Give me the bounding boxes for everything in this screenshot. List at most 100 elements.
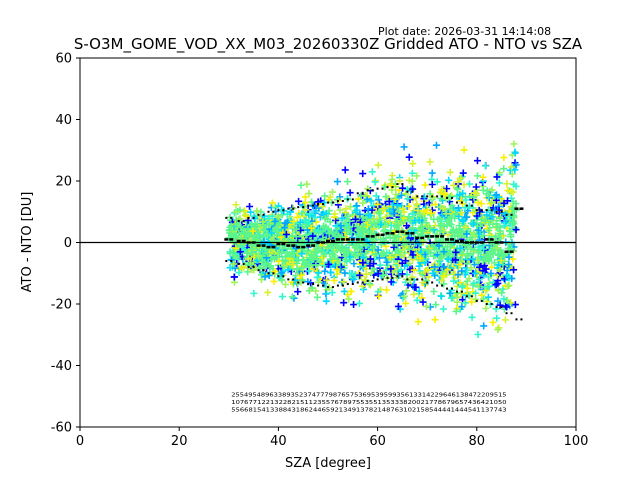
scatter-point	[460, 146, 468, 154]
percentile-10-marker	[262, 269, 265, 272]
median-marker	[450, 238, 454, 241]
scatter-point	[312, 261, 320, 269]
percentile-10-marker	[341, 284, 344, 287]
percentile-10-marker	[237, 263, 240, 266]
median-marker	[425, 235, 430, 238]
scatter-point	[472, 183, 480, 191]
scatter-point	[261, 273, 269, 281]
percentile-90-marker	[262, 213, 265, 216]
scatter-point	[485, 255, 493, 263]
scatter-point	[247, 208, 255, 216]
x-tick-label: 100	[564, 434, 589, 449]
scatter-point	[368, 168, 376, 176]
scatter-point	[394, 242, 402, 250]
percentile-10-marker	[455, 290, 458, 293]
bin-count-row: 1076771221322821511235576789755355135333…	[231, 400, 507, 406]
scatter-point	[418, 227, 426, 235]
scatter-point	[236, 206, 244, 214]
scatter-point	[322, 297, 330, 305]
scatter-point	[437, 292, 445, 300]
bin-count-labels: 2554954896338935237477798765753695395993…	[231, 392, 507, 413]
scatter-point	[500, 222, 508, 230]
scatter-point	[340, 287, 348, 295]
scatter-point	[298, 250, 306, 258]
median-markers	[224, 207, 524, 253]
scatter-point	[511, 301, 519, 309]
scatter-point	[278, 207, 286, 215]
median-marker	[350, 238, 355, 241]
scatter-point	[268, 229, 276, 237]
scatter-point	[362, 270, 370, 278]
scatter-point	[332, 216, 340, 224]
scatter-point	[292, 233, 300, 241]
scatter-point	[439, 305, 447, 313]
scatter-point	[487, 269, 495, 277]
scatter-point	[394, 302, 402, 310]
scatter-point	[254, 228, 262, 236]
scatter-point	[456, 244, 464, 252]
scatter-point	[456, 261, 464, 269]
scatter-point	[405, 245, 413, 253]
scatter-point	[369, 242, 377, 250]
scatter-point	[386, 253, 394, 261]
scatter-point	[433, 245, 441, 253]
scatter-point	[240, 264, 248, 272]
percentile-10-marker	[376, 278, 379, 281]
percentile-10-marker	[242, 263, 245, 266]
scatter-point	[504, 197, 512, 205]
scatter-point	[343, 212, 351, 220]
scatter-point	[493, 244, 501, 252]
scatter-point	[359, 285, 367, 293]
scatter-point	[509, 188, 517, 196]
scatter-point	[436, 214, 444, 222]
percentile-10-marker	[465, 295, 468, 298]
percentile-90-marker	[322, 203, 325, 206]
percentile-10-marker	[225, 259, 228, 262]
scatter-point	[394, 207, 402, 215]
scatter-point	[410, 290, 418, 298]
median-marker	[370, 235, 375, 238]
percentile-10-marker	[361, 281, 364, 284]
scatter-point	[404, 195, 412, 203]
percentile-90-marker	[331, 201, 334, 204]
percentile-90-marker	[230, 216, 233, 219]
percentile-90-marker	[401, 183, 404, 186]
scatter-point	[446, 220, 454, 228]
scatter-point	[470, 261, 478, 269]
median-marker	[281, 242, 286, 246]
percentile-90-marker	[366, 189, 369, 192]
x-axis-title: SZA [degree]	[285, 456, 371, 471]
median-marker	[271, 245, 276, 249]
percentile-90-marker	[490, 209, 493, 212]
scatter-point	[503, 271, 511, 279]
scatter-point	[328, 188, 336, 196]
scatter-point	[444, 231, 452, 239]
scatter-point	[323, 276, 331, 284]
percentile-90-marker	[485, 209, 488, 212]
scatter-point	[492, 191, 500, 199]
percentile-10-marker	[317, 284, 320, 287]
percentile-90-marker	[460, 201, 463, 204]
scatter-point	[462, 299, 470, 307]
x-tick-label: 20	[171, 434, 188, 449]
scatter-point	[414, 318, 422, 326]
scatter-point	[506, 227, 514, 235]
median-marker	[479, 241, 484, 244]
scatter-point	[341, 166, 349, 174]
percentile-90-marker	[282, 209, 285, 212]
scatter-point	[322, 223, 330, 231]
scatter-point	[472, 269, 480, 277]
x-axis: 0 20 40 60 80 100	[76, 427, 589, 449]
scatter-point	[286, 208, 294, 216]
percentile-10-marker	[302, 281, 305, 284]
scatter-point	[386, 207, 394, 215]
percentile-10-marker	[391, 276, 394, 279]
scatter-point	[271, 267, 279, 275]
scatter-point	[438, 268, 446, 276]
scatter-point	[232, 244, 240, 252]
x-tick-label: 40	[270, 434, 287, 449]
median-marker	[330, 239, 335, 243]
scatter-point	[330, 276, 338, 284]
scatter-point	[446, 168, 454, 176]
